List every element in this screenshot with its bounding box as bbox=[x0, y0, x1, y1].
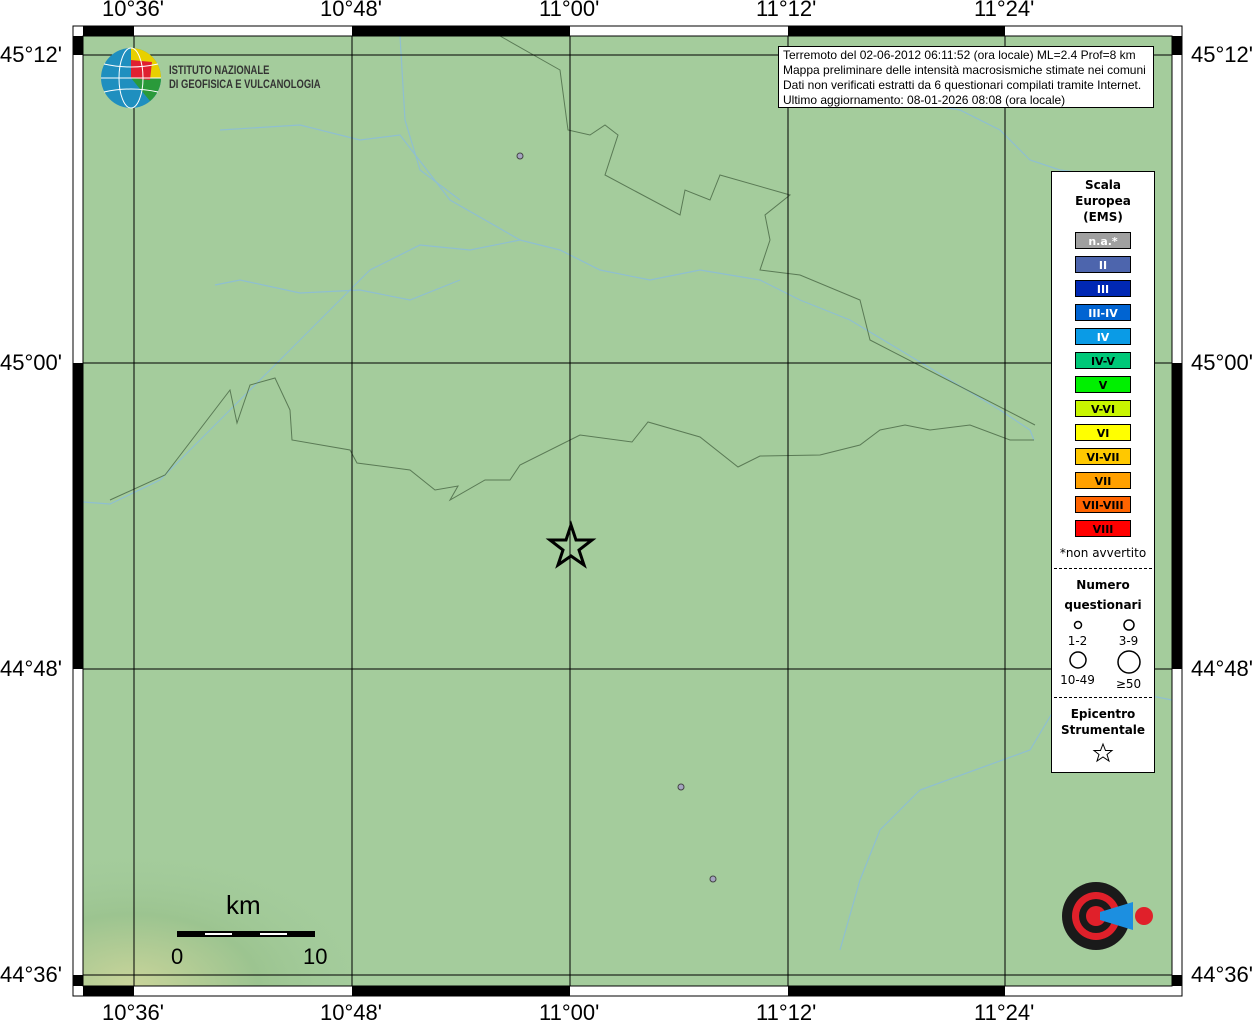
event-info-line: Dati non verificati estratti da 6 questi… bbox=[783, 78, 1142, 92]
graticule bbox=[83, 36, 1172, 986]
lat-label-left: 44°36' bbox=[0, 962, 62, 987]
locality-point bbox=[709, 875, 717, 883]
locality-point bbox=[677, 783, 685, 791]
count-label: 3-9 bbox=[1118, 634, 1139, 648]
intensity-swatch: II bbox=[1075, 256, 1131, 273]
legend: Scala Europea (EMS) n.a.* II III III-IV IV IV… bbox=[1051, 171, 1155, 773]
event-info-line: Terremoto del 02-06-2012 06:11:52 (ora l… bbox=[783, 48, 1136, 62]
epicenter-title: Epicentro bbox=[1070, 707, 1136, 721]
ingv-line2: DI GEOFISICA E VULCANOLOGIA bbox=[169, 79, 321, 91]
lon-label-bottom: 11°24' bbox=[974, 1000, 1035, 1025]
lat-label-right: 44°36' bbox=[1191, 962, 1253, 987]
lon-label-bottom: 11°00' bbox=[539, 1000, 600, 1025]
locality-point bbox=[516, 152, 524, 160]
epicenter-star-icon bbox=[545, 520, 597, 569]
lon-label-top: 10°36' bbox=[102, 0, 164, 21]
ingv-logo-globe bbox=[101, 47, 161, 109]
count-title: questionari bbox=[1064, 598, 1142, 612]
star-icon bbox=[1092, 742, 1114, 763]
lat-label-left: 45°12' bbox=[0, 42, 62, 67]
count-label: ≥50 bbox=[1115, 677, 1142, 691]
scalebar-unit: km bbox=[226, 890, 261, 920]
intensity-swatch: IV-V bbox=[1075, 352, 1131, 369]
boundaries bbox=[109, 35, 1036, 502]
intensity-swatch: V bbox=[1075, 376, 1131, 393]
intensity-swatch: VIII bbox=[1075, 520, 1131, 537]
legend-title: Europea bbox=[1075, 194, 1131, 208]
scalebar-max: 10 bbox=[303, 944, 328, 969]
lat-label-right: 45°12' bbox=[1191, 42, 1253, 67]
lat-label-right: 45°00' bbox=[1191, 350, 1253, 375]
intensity-scale: n.a.* II III III-IV IV IV-V V V-VI VI VI-VII VII VI… bbox=[1052, 232, 1154, 537]
scalebar bbox=[177, 931, 315, 937]
hsit-logo bbox=[1062, 882, 1153, 950]
intensity-swatch: III bbox=[1075, 280, 1131, 297]
legend-title: (EMS) bbox=[1083, 210, 1123, 224]
lat-label-right: 44°48' bbox=[1191, 656, 1253, 681]
ingv-logo-text: ISTITUTO NAZIONALE DI GEOFISICA E VULCAN… bbox=[169, 64, 321, 92]
intensity-swatch: VII-VIII bbox=[1075, 496, 1131, 513]
intensity-swatch: III-IV bbox=[1075, 304, 1131, 321]
lon-label-bottom: 10°36' bbox=[102, 1000, 164, 1025]
intensity-swatch: n.a.* bbox=[1075, 232, 1131, 249]
count-label: 1-2 bbox=[1067, 634, 1088, 648]
lat-label-left: 44°48' bbox=[0, 656, 62, 681]
intensity-swatch: VII bbox=[1075, 472, 1131, 489]
scalebar-min: 0 bbox=[171, 944, 184, 969]
count-symbols: 1-2 3-9 10-49 ≥50 bbox=[1052, 619, 1154, 691]
locality-points bbox=[516, 152, 717, 883]
ingv-line1: ISTITUTO NAZIONALE bbox=[169, 65, 270, 77]
event-info-line: Mappa preliminare delle intensità macros… bbox=[783, 63, 1146, 77]
intensity-swatch: VI-VII bbox=[1075, 448, 1131, 465]
lat-label-left: 45°00' bbox=[0, 350, 62, 375]
legend-title: Scala bbox=[1084, 178, 1122, 192]
legend-note: *non avvertito bbox=[1059, 546, 1147, 560]
intensity-swatch: VI bbox=[1075, 424, 1131, 441]
intensity-swatch: IV bbox=[1075, 328, 1131, 345]
lon-label-top: 11°00' bbox=[539, 0, 600, 21]
lon-label-top: 10°48' bbox=[320, 0, 382, 21]
event-info-box: Terremoto del 02-06-2012 06:11:52 (ora l… bbox=[778, 46, 1154, 108]
intensity-swatch: V-VI bbox=[1075, 400, 1131, 417]
count-title: Numero bbox=[1076, 578, 1130, 592]
lon-label-bottom: 11°12' bbox=[756, 1000, 817, 1025]
lon-label-top: 11°12' bbox=[756, 0, 817, 21]
lon-label-top: 11°24' bbox=[974, 0, 1035, 21]
map-frame bbox=[72, 25, 1183, 997]
count-label: 10-49 bbox=[1060, 673, 1095, 687]
event-info-line: Ultimo aggiornamento: 08-01-2026 08:08 (… bbox=[783, 93, 1066, 107]
lon-label-bottom: 10°48' bbox=[320, 1000, 382, 1025]
epicenter-title: Strumentale bbox=[1060, 723, 1146, 737]
